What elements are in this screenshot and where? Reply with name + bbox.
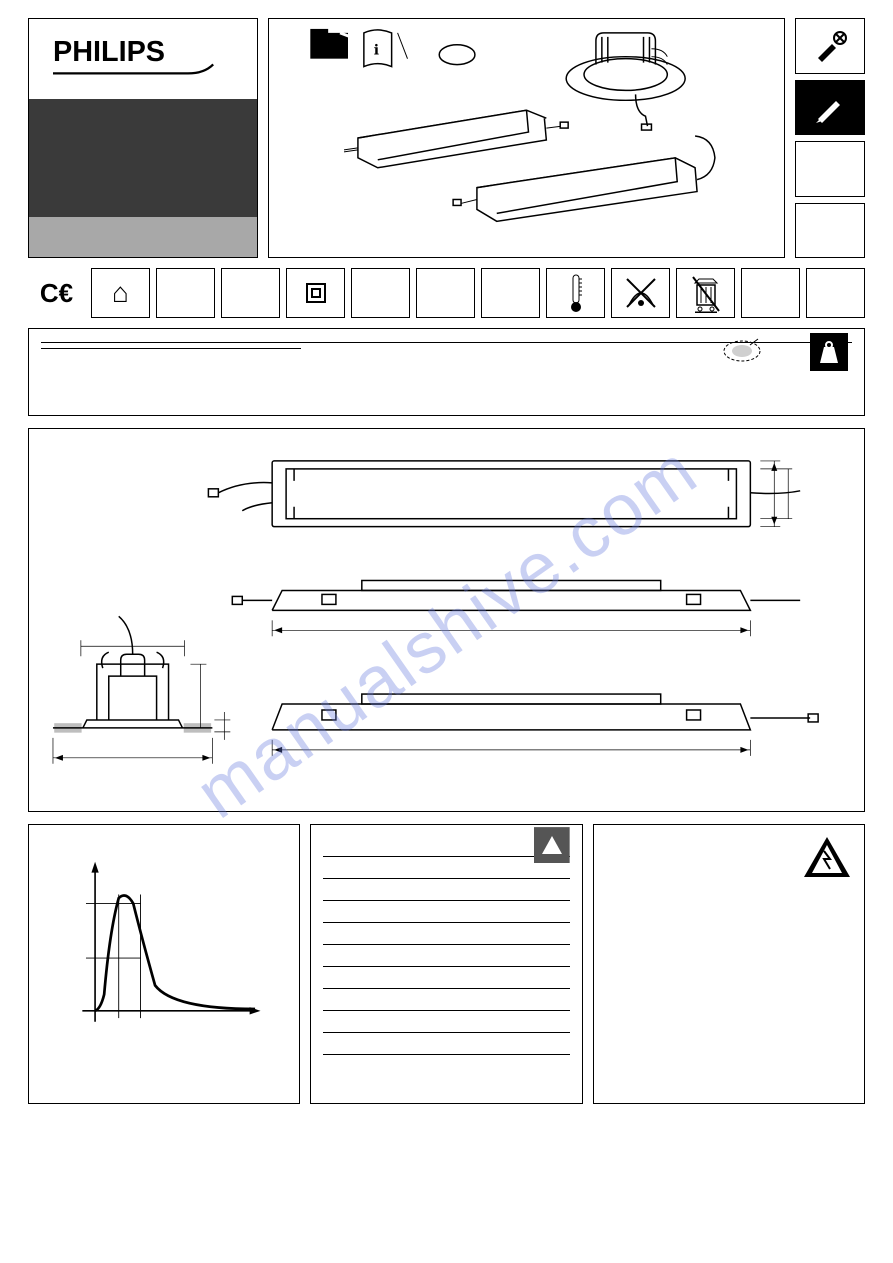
philips-wordmark: PHILIPS (53, 32, 233, 86)
spec-row-2 (41, 343, 301, 349)
technical-drawing-panel (28, 428, 865, 812)
ip-rating (221, 268, 280, 318)
brand-text: PHILIPS (53, 36, 165, 68)
header-row: PHILIPS ℹ (28, 18, 865, 258)
flame-rating (156, 268, 215, 318)
table-row (323, 1011, 569, 1033)
remote-icon (439, 45, 475, 65)
inrush-current-panel (28, 824, 300, 1104)
driver-1 (344, 110, 568, 168)
svg-text:ℹ: ℹ (374, 42, 379, 58)
brand-logo: PHILIPS (29, 19, 257, 99)
esd-icon (606, 835, 852, 879)
compliance-symbol-row: C€ ⌂ (28, 268, 865, 318)
wattage-box (481, 268, 540, 318)
mcb-table-panel (310, 824, 582, 1104)
dimmable-box (806, 268, 865, 318)
blank-icon-2 (795, 203, 865, 259)
package-contents-illustration: ℹ (268, 18, 785, 258)
manual-icon: ℹ (364, 30, 408, 67)
no-insulation-icon (611, 268, 670, 318)
driver-side-view-2 (272, 694, 818, 756)
driver-side-view-1 (232, 580, 800, 636)
table-row (323, 945, 569, 967)
cutout-icon (720, 335, 764, 368)
brand-logo-box: PHILIPS (28, 18, 258, 258)
caution-icon (534, 827, 570, 863)
table-row (323, 857, 569, 879)
weight-icon (810, 333, 848, 371)
fixture-drawing (566, 33, 685, 130)
driver-top-view (208, 461, 800, 527)
caution-esd-panel (593, 824, 865, 1104)
weee-icon (676, 268, 735, 318)
unbox-icon (310, 27, 356, 59)
class2-icon (286, 268, 345, 318)
table-row (323, 989, 569, 1011)
inrush-title (41, 835, 287, 849)
screwdriver-icon (795, 18, 865, 74)
ce-mark: C€ (28, 268, 85, 318)
table-row (323, 879, 569, 901)
table-row (323, 1033, 569, 1055)
blank-icon-1 (795, 141, 865, 197)
fixture-section-view (53, 616, 230, 763)
bottom-info-row (28, 824, 865, 1104)
pencil-icon (795, 80, 865, 136)
table-row (323, 967, 569, 989)
indoor-icon: ⌂ (91, 268, 150, 318)
logo-bottom-band (29, 217, 257, 257)
tool-icon-column (795, 18, 865, 258)
mcb-header (323, 835, 569, 857)
table-row (323, 901, 569, 923)
spec-table (28, 328, 865, 416)
frequency-box (416, 268, 475, 318)
voltage-box (351, 268, 410, 318)
logo-mid-band (29, 99, 257, 217)
table-row (323, 923, 569, 945)
temperature-icon (546, 268, 605, 318)
blank-sym-1 (741, 268, 800, 318)
